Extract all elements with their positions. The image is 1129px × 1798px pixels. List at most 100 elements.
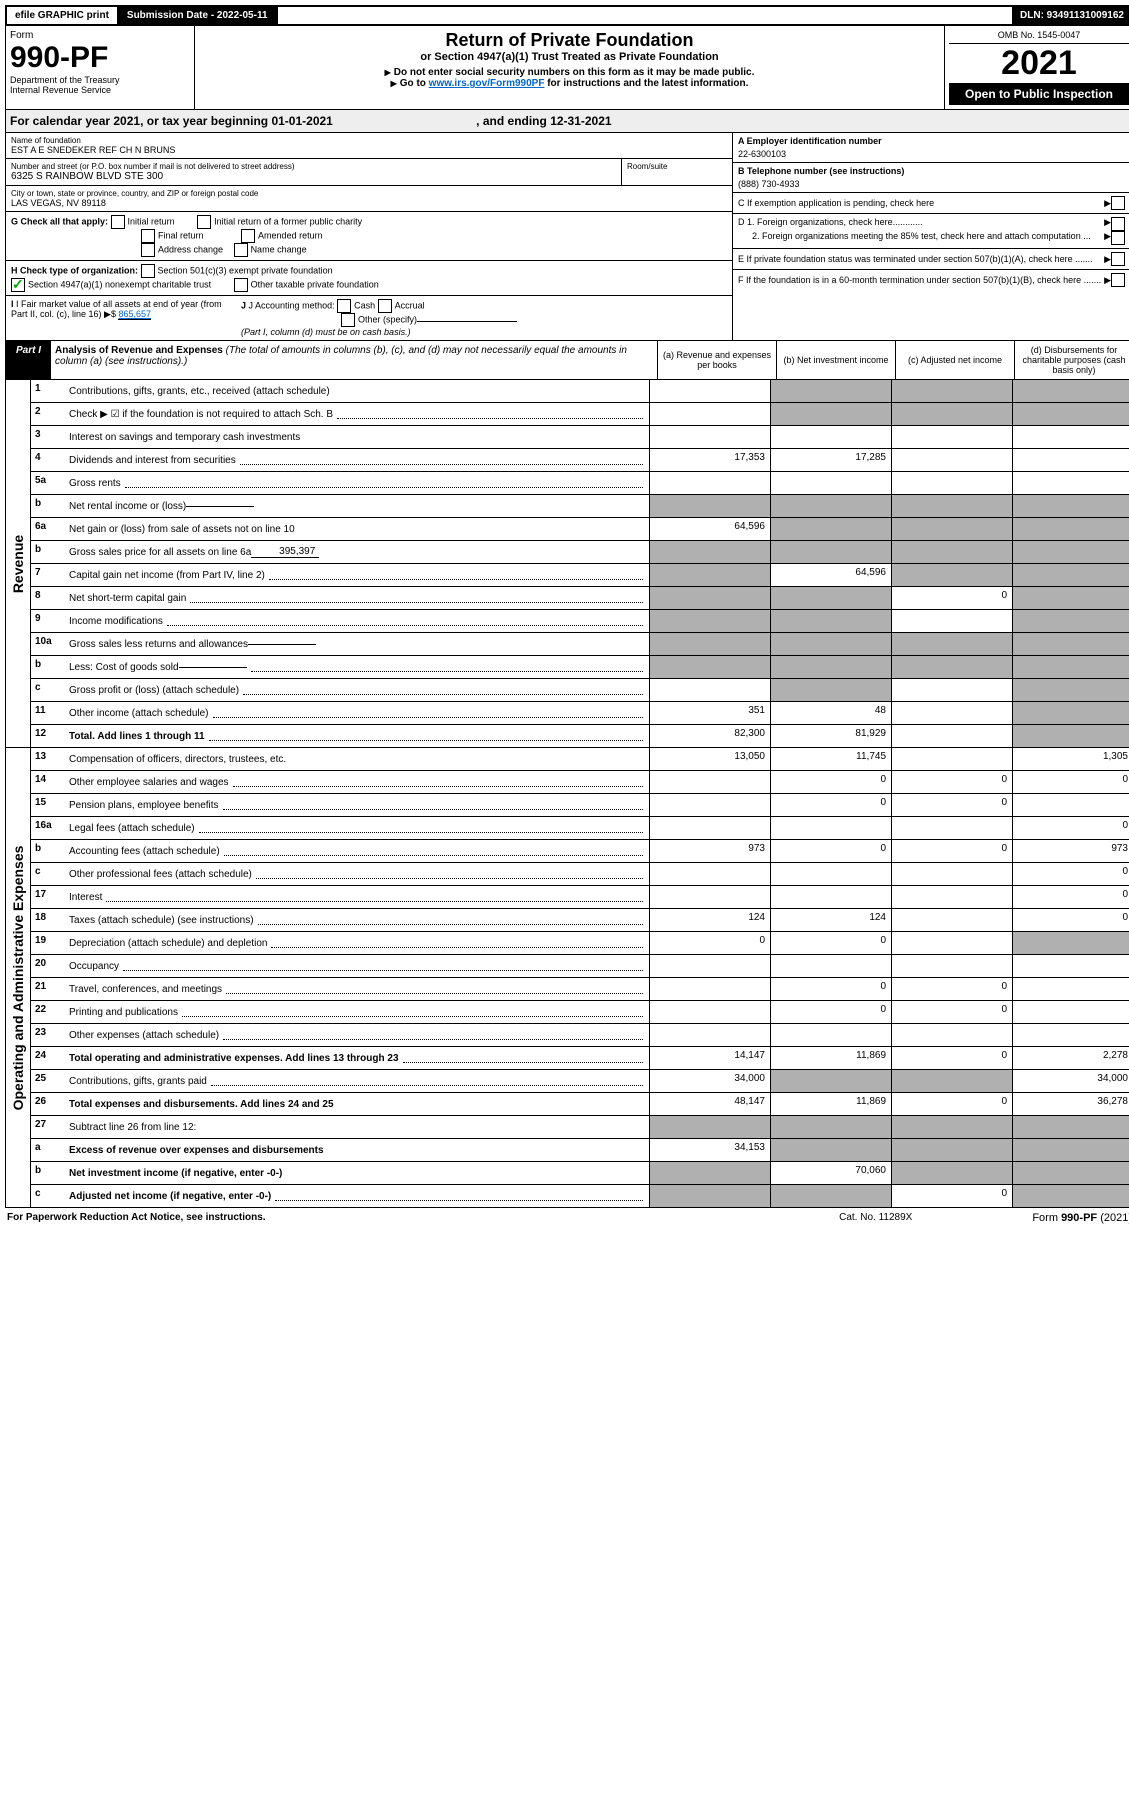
cell-d bbox=[1012, 633, 1129, 655]
cell-c bbox=[891, 1070, 1012, 1092]
cell-b bbox=[770, 1070, 891, 1092]
revenue-section: Revenue 1Contributions, gifts, grants, e… bbox=[5, 380, 1129, 748]
table-row: 19Depreciation (attach schedule) and dep… bbox=[31, 932, 1129, 955]
cell-d bbox=[1012, 495, 1129, 517]
expenses-section: Operating and Administrative Expenses 13… bbox=[5, 748, 1129, 1208]
cell-b bbox=[770, 518, 891, 540]
cell-d: 0 bbox=[1012, 886, 1129, 908]
row-number: 1 bbox=[31, 380, 67, 402]
g-initial-former[interactable] bbox=[197, 215, 211, 229]
row-label: Subtract line 26 from line 12: bbox=[67, 1116, 649, 1138]
table-row: cOther professional fees (attach schedul… bbox=[31, 863, 1129, 886]
cell-d: 0 bbox=[1012, 817, 1129, 839]
efile-label: efile GRAPHIC print bbox=[7, 7, 119, 24]
row-number: 10a bbox=[31, 633, 67, 655]
cell-c bbox=[891, 449, 1012, 471]
ein-label: A Employer identification number bbox=[738, 136, 1128, 146]
j-cash[interactable] bbox=[337, 299, 351, 313]
cell-d bbox=[1012, 978, 1129, 1000]
table-row: 11Other income (attach schedule)35148 bbox=[31, 702, 1129, 725]
cell-c bbox=[891, 610, 1012, 632]
cell-a: 973 bbox=[649, 840, 770, 862]
g-name[interactable] bbox=[234, 243, 248, 257]
cell-a bbox=[649, 886, 770, 908]
table-row: 10aGross sales less returns and allowanc… bbox=[31, 633, 1129, 656]
top-bar: efile GRAPHIC print Submission Date - 20… bbox=[5, 5, 1129, 26]
row-number: 9 bbox=[31, 610, 67, 632]
cell-d bbox=[1012, 794, 1129, 816]
j-other[interactable] bbox=[341, 313, 355, 327]
row-number: 13 bbox=[31, 748, 67, 770]
table-row: 22Printing and publications00 bbox=[31, 1001, 1129, 1024]
entity-info: Name of foundation EST A E SNEDEKER REF … bbox=[5, 133, 1129, 341]
cell-c: 0 bbox=[891, 1093, 1012, 1115]
row-label: Net rental income or (loss) bbox=[67, 495, 649, 517]
f-check[interactable] bbox=[1111, 273, 1125, 287]
h-501c3[interactable] bbox=[141, 264, 155, 278]
table-row: 6aNet gain or (loss) from sale of assets… bbox=[31, 518, 1129, 541]
h-other-taxable[interactable] bbox=[234, 278, 248, 292]
cell-c bbox=[891, 403, 1012, 425]
row-label: Contributions, gifts, grants paid bbox=[67, 1070, 649, 1092]
footer-right: Form 990-PF (2021) bbox=[1032, 1212, 1129, 1224]
cell-d: 0 bbox=[1012, 863, 1129, 885]
g-amended[interactable] bbox=[241, 229, 255, 243]
fmv-link[interactable]: 865,657 bbox=[118, 309, 151, 320]
cell-c bbox=[891, 633, 1012, 655]
c-label: C If exemption application is pending, c… bbox=[738, 198, 1104, 208]
cell-b: 81,929 bbox=[770, 725, 891, 747]
phone: (888) 730-4933 bbox=[738, 179, 1128, 189]
cell-d bbox=[1012, 1185, 1129, 1207]
cell-a bbox=[649, 863, 770, 885]
cell-c bbox=[891, 679, 1012, 701]
row-label: Net investment income (if negative, ente… bbox=[67, 1162, 649, 1184]
cell-d bbox=[1012, 518, 1129, 540]
cell-b: 64,596 bbox=[770, 564, 891, 586]
col-c: (c) Adjusted net income bbox=[895, 341, 1014, 379]
row-number: 12 bbox=[31, 725, 67, 747]
row-label: Other expenses (attach schedule) bbox=[67, 1024, 649, 1046]
d2-check[interactable] bbox=[1111, 231, 1125, 245]
cell-a bbox=[649, 495, 770, 517]
c-check[interactable] bbox=[1111, 196, 1125, 210]
cell-d bbox=[1012, 1139, 1129, 1161]
d1-check[interactable] bbox=[1111, 217, 1125, 231]
f-label: F If the foundation is in a 60-month ter… bbox=[738, 275, 1104, 285]
row-number: 6a bbox=[31, 518, 67, 540]
row-number: b bbox=[31, 1162, 67, 1184]
cell-a bbox=[649, 564, 770, 586]
g-initial-return[interactable] bbox=[111, 215, 125, 229]
cell-d bbox=[1012, 449, 1129, 471]
cell-d bbox=[1012, 702, 1129, 724]
g-address[interactable] bbox=[141, 243, 155, 257]
col-a: (a) Revenue and expenses per books bbox=[657, 341, 776, 379]
cell-d: 0 bbox=[1012, 909, 1129, 931]
open-to-public: Open to Public Inspection bbox=[949, 83, 1129, 105]
g-final[interactable] bbox=[141, 229, 155, 243]
cell-b bbox=[770, 679, 891, 701]
row-number: b bbox=[31, 495, 67, 517]
cell-c bbox=[891, 380, 1012, 402]
form990pf-link[interactable]: www.irs.gov/Form990PF bbox=[429, 78, 545, 89]
e-check[interactable] bbox=[1111, 252, 1125, 266]
cell-a bbox=[649, 610, 770, 632]
table-row: aExcess of revenue over expenses and dis… bbox=[31, 1139, 1129, 1162]
cell-b bbox=[770, 495, 891, 517]
table-row: 8Net short-term capital gain0 bbox=[31, 587, 1129, 610]
row-number: 7 bbox=[31, 564, 67, 586]
row-label: Gross profit or (loss) (attach schedule) bbox=[67, 679, 649, 701]
j-accrual[interactable] bbox=[378, 299, 392, 313]
table-row: bNet investment income (if negative, ent… bbox=[31, 1162, 1129, 1185]
table-row: 24Total operating and administrative exp… bbox=[31, 1047, 1129, 1070]
table-row: 13Compensation of officers, directors, t… bbox=[31, 748, 1129, 771]
row-number: 3 bbox=[31, 426, 67, 448]
city-label: City or town, state or province, country… bbox=[11, 189, 727, 198]
row-label: Excess of revenue over expenses and disb… bbox=[67, 1139, 649, 1161]
table-row: 25Contributions, gifts, grants paid34,00… bbox=[31, 1070, 1129, 1093]
cell-a bbox=[649, 380, 770, 402]
cell-b bbox=[770, 886, 891, 908]
row-label: Capital gain net income (from Part IV, l… bbox=[67, 564, 649, 586]
cell-a: 14,147 bbox=[649, 1047, 770, 1069]
cell-b bbox=[770, 955, 891, 977]
h-4947[interactable] bbox=[11, 278, 25, 292]
